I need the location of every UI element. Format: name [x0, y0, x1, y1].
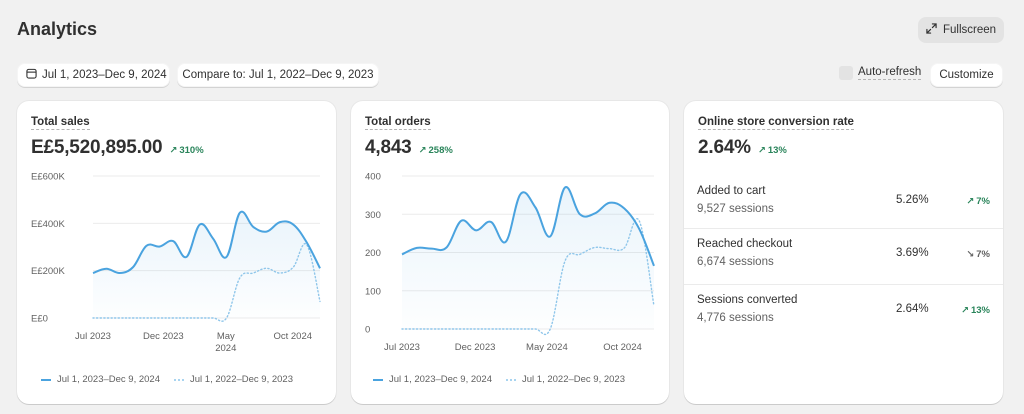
row-sessions: 6,674 sessions	[697, 256, 774, 268]
arrow-up-right-icon: ↗	[757, 145, 766, 156]
calendar-icon	[26, 68, 37, 82]
auto-refresh-label: Auto-refresh	[858, 66, 922, 80]
chart-legend: Jul 1, 2023–Dec 9, 2024 Jul 1, 2022–Dec …	[373, 374, 625, 385]
change-value: 13%	[970, 305, 990, 316]
compare-label: Compare to: Jul 1, 2022–Dec 9, 2023	[182, 69, 374, 81]
arrow-down-right-icon: ↘	[966, 249, 975, 260]
legend-item-previous[interactable]: Jul 1, 2022–Dec 9, 2023	[174, 374, 293, 385]
card-title[interactable]: Online store conversion rate	[698, 116, 854, 130]
row-sessions: 4,776 sessions	[697, 312, 774, 324]
compare-button[interactable]: Compare to: Jul 1, 2022–Dec 9, 2023	[177, 63, 379, 87]
x-tick-label: Jul 2023	[384, 342, 420, 353]
y-tick-label: 100	[365, 286, 381, 297]
y-tick-label: 400	[365, 172, 381, 183]
date-range-label: Jul 1, 2023–Dec 9, 2024	[42, 69, 167, 81]
row-change: ↗ 13%	[961, 305, 990, 316]
dotted-line-swatch	[174, 378, 184, 381]
current-period-line	[92, 210, 321, 275]
customize-button[interactable]: Customize	[930, 63, 1003, 87]
series-area	[93, 211, 320, 318]
metric: 4,843 ↗ 258%	[365, 137, 453, 159]
row-change: ↘ 7%	[966, 249, 990, 260]
x-tick-label: Jul 2023	[75, 331, 111, 342]
legend-item-current[interactable]: Jul 1, 2023–Dec 9, 2024	[373, 374, 492, 385]
row-label: Sessions converted	[697, 294, 798, 306]
date-range-button[interactable]: Jul 1, 2023–Dec 9, 2024	[17, 63, 170, 87]
comparison-period-line	[92, 242, 321, 322]
row-rate: 2.64%	[896, 303, 929, 315]
fullscreen-label: Fullscreen	[942, 24, 997, 36]
comparison-period-line	[401, 218, 655, 336]
current-period-line	[401, 186, 655, 267]
page-title: Analytics	[17, 19, 98, 39]
sales-chart: E£0 E£200K E£400K E£600K Jul 2023 Dec 2023 May…	[31, 172, 321, 354]
y-tick-label: E£400K	[31, 219, 65, 230]
change-value: 13%	[767, 145, 787, 156]
row-rate: 5.26%	[896, 194, 929, 206]
arrow-up-right-icon: ↗	[966, 196, 975, 207]
metric-change: ↗ 13%	[758, 145, 787, 156]
chart-legend: Jul 1, 2023–Dec 9, 2024 Jul 1, 2022–Dec …	[41, 374, 293, 385]
fullscreen-button[interactable]: Fullscreen	[918, 17, 1004, 43]
legend-label: Jul 1, 2023–Dec 9, 2024	[57, 374, 160, 385]
x-tick-label: Dec 2023	[143, 331, 184, 342]
row-label: Reached checkout	[697, 238, 793, 250]
funnel-row-added-to-cart: Added to cart 9,527 sessions 5.26% ↗ 7%	[684, 176, 1003, 232]
x-tick-label: Oct 2024	[603, 342, 642, 353]
dotted-line-swatch	[506, 378, 516, 381]
y-tick-label: E£200K	[31, 266, 65, 277]
orders-chart: 0 100 200 300 400 Jul 2023 Dec 2023 May 2024 Oct…	[365, 172, 655, 353]
row-label: Added to cart	[697, 185, 766, 197]
x-tick-label: 2024	[215, 343, 236, 354]
expand-icon	[926, 23, 937, 37]
metric-change: ↗ 258%	[419, 145, 453, 156]
change-value: 7%	[976, 249, 990, 260]
metric-value: 2.64%	[698, 137, 751, 158]
metric-change: ↗ 310%	[169, 145, 203, 156]
row-sessions: 9,527 sessions	[697, 203, 774, 215]
legend-label: Jul 1, 2023–Dec 9, 2024	[389, 374, 492, 385]
y-tick-label: 300	[365, 210, 381, 221]
legend-item-current[interactable]: Jul 1, 2023–Dec 9, 2024	[41, 374, 160, 385]
x-tick-label: May	[217, 331, 235, 342]
x-tick-label: May 2024	[526, 342, 568, 353]
solid-line-swatch	[373, 378, 383, 381]
y-tick-label: 0	[365, 325, 370, 336]
metric: 2.64% ↗ 13%	[698, 137, 787, 159]
auto-refresh[interactable]: Auto-refresh	[839, 66, 922, 80]
y-tick-label: 200	[365, 248, 381, 259]
row-rate: 3.69%	[896, 247, 929, 259]
metric-value: 4,843	[365, 137, 412, 158]
legend-item-previous[interactable]: Jul 1, 2022–Dec 9, 2023	[506, 374, 625, 385]
auto-refresh-checkbox[interactable]	[839, 66, 853, 80]
customize-label: Customize	[939, 69, 994, 81]
total-orders-card: Total orders 4,843 ↗ 258% 0 100 200 300 400 J…	[351, 101, 669, 404]
series-area	[402, 187, 654, 329]
legend-label: Jul 1, 2022–Dec 9, 2023	[190, 374, 293, 385]
metric: E£5,520,895.00 ↗ 310%	[31, 137, 204, 159]
y-tick-label: E£0	[31, 314, 48, 325]
legend-label: Jul 1, 2022–Dec 9, 2023	[522, 374, 625, 385]
x-tick-label: Oct 2024	[273, 331, 312, 342]
arrow-up-right-icon: ↗	[169, 145, 178, 156]
card-title[interactable]: Total sales	[31, 116, 90, 130]
metric-value: E£5,520,895.00	[31, 137, 163, 158]
x-tick-label: Dec 2023	[455, 342, 496, 353]
arrow-up-right-icon: ↗	[961, 305, 969, 316]
card-title[interactable]: Total orders	[365, 116, 431, 130]
conversion-rate-card: Online store conversion rate 2.64% ↗ 13%…	[684, 101, 1003, 404]
y-tick-label: E£600K	[31, 172, 65, 183]
change-value: 258%	[428, 145, 453, 156]
solid-line-swatch	[41, 378, 51, 381]
funnel-row-sessions-converted: Sessions converted 4,776 sessions 2.64% …	[684, 284, 1003, 340]
arrow-up-right-icon: ↗	[418, 145, 427, 156]
row-change: ↗ 7%	[966, 196, 990, 207]
funnel-row-reached-checkout: Reached checkout 6,674 sessions 3.69% ↘ …	[684, 228, 1003, 284]
change-value: 310%	[179, 145, 204, 156]
total-sales-card: Total sales E£5,520,895.00 ↗ 310% E£0 E£2…	[17, 101, 336, 404]
change-value: 7%	[976, 196, 990, 207]
